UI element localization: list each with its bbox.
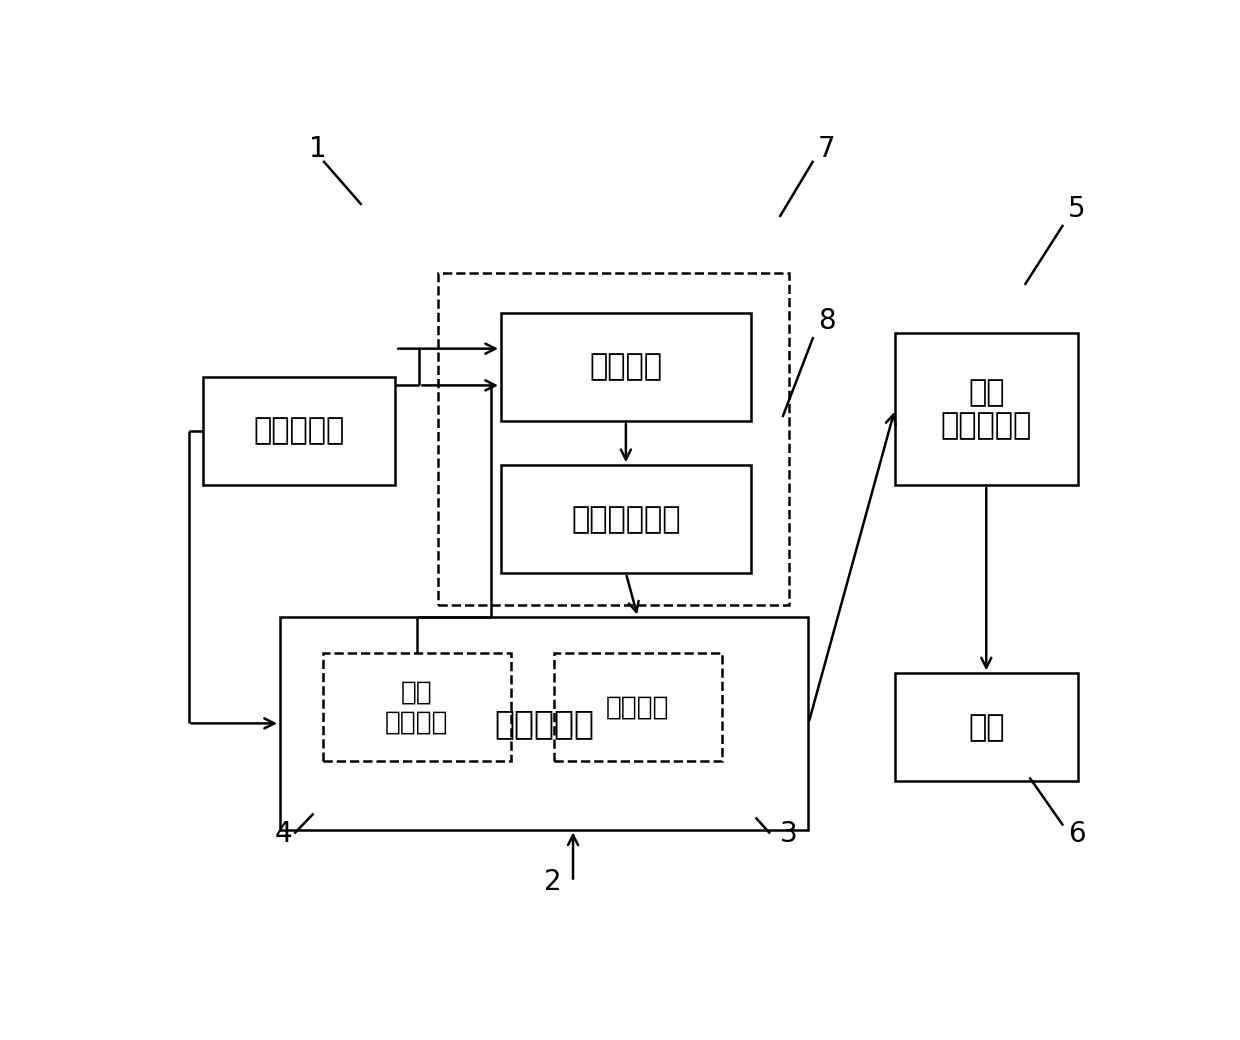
Text: 6: 6: [1068, 820, 1085, 848]
Text: 光栅滤波器: 光栅滤波器: [253, 417, 345, 445]
Bar: [439, 272, 789, 605]
Bar: [501, 465, 750, 573]
Text: 5: 5: [1068, 194, 1085, 223]
Text: 透镜: 透镜: [968, 712, 1004, 742]
Text: 1: 1: [309, 135, 326, 163]
Text: 3: 3: [780, 820, 797, 848]
Bar: [895, 333, 1078, 485]
Text: 微型
光探测器: 微型 光探测器: [386, 679, 449, 735]
Text: 自动耦合器: 自动耦合器: [495, 707, 594, 739]
Bar: [324, 653, 511, 761]
Text: 多芯
光纤准直器: 多芯 光纤准直器: [941, 378, 1032, 440]
Text: 微处理器: 微处理器: [589, 353, 662, 382]
Bar: [203, 378, 396, 485]
Text: 微型马达: 微型马达: [606, 695, 670, 721]
Text: 4: 4: [275, 820, 293, 848]
Text: 8: 8: [818, 307, 836, 335]
Text: 2: 2: [544, 867, 562, 895]
Bar: [501, 313, 750, 421]
Bar: [280, 618, 808, 830]
Text: 电压驱动电路: 电压驱动电路: [572, 504, 681, 534]
Bar: [554, 653, 722, 761]
Text: 7: 7: [818, 135, 836, 163]
Bar: [895, 673, 1078, 781]
